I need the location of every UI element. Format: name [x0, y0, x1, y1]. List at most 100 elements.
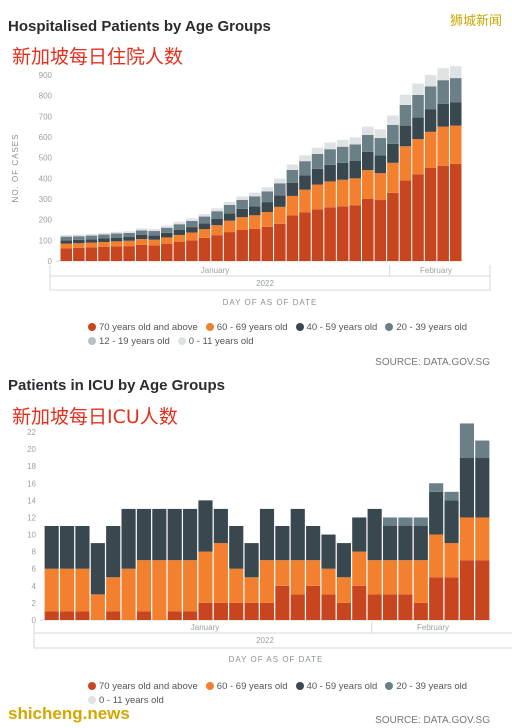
chart1-bar-segment [223, 220, 236, 233]
legend-dot-icon [295, 682, 304, 690]
chart1-bar-segment [186, 227, 198, 233]
chart1-bar-segment [286, 169, 299, 183]
chart2-bar-segment [367, 508, 382, 561]
chart1-source: SOURCE: DATA.GOV.SG [375, 357, 490, 368]
chart1-ytick-label: 900 [39, 71, 53, 80]
chart1-bar-segment [161, 225, 173, 228]
chart1-bar-segment [336, 139, 349, 147]
chart1-bar-segment [198, 216, 211, 224]
chart1-bar-segment [449, 125, 462, 164]
chart2-bar-segment [59, 568, 75, 612]
chart1-bar-segment [73, 247, 85, 261]
chart1-bar-segment [424, 168, 437, 261]
chart2-bar-segment [382, 517, 398, 526]
chart1-bar-segment [449, 163, 462, 261]
chart1-bar-segment [362, 126, 374, 135]
chart1-bar-segment [223, 204, 236, 214]
chart2-bar-segment [44, 568, 59, 612]
chart2-bar-segment [106, 526, 121, 578]
chart1-bar-segment [399, 125, 412, 147]
legend-dot-icon [385, 323, 394, 331]
chart2-source: SOURCE: DATA.GOV.SG [375, 715, 490, 726]
chart2-bar-segment [429, 483, 444, 492]
chart2-bar-segment [444, 491, 459, 501]
chart1-bar-segment [437, 126, 449, 166]
chart2-bar-segment [75, 526, 90, 569]
chart1-bar-segment [85, 242, 98, 248]
chart1-bar-segment [186, 240, 198, 261]
chart1-bar-segment [85, 235, 98, 240]
chart2-bar-segment [44, 526, 59, 569]
legend-item: 20 - 39 years old [385, 680, 467, 694]
chart1-bar-segment [248, 228, 261, 261]
chart2-bar-segment [121, 508, 136, 569]
chart2-subtitle: 新加坡每日ICU人数 [12, 406, 178, 428]
chart2-title: Patients in ICU by Age Groups [8, 377, 225, 394]
chart2-bar-segment [275, 526, 290, 561]
chart1-bar-segment [110, 231, 123, 234]
chart2-month-label: January [191, 623, 219, 632]
chart2-ytick-label: 18 [27, 462, 36, 471]
chart2-bar-segment [213, 602, 228, 620]
chart1-bar-segment [98, 246, 110, 261]
chart1-bar-segment [161, 243, 173, 261]
chart1-bar-segment [387, 115, 399, 125]
chart1-bar-segment [85, 239, 98, 243]
chart2-bar-segment [306, 585, 321, 620]
chart2-bar-segment [321, 568, 336, 595]
chart1-bar-segment [412, 139, 424, 175]
chart1-bar-segment [286, 182, 299, 196]
chart2-bar-segment [90, 594, 105, 620]
chart1-bar-segment [299, 189, 311, 213]
chart1-bar-segment [424, 131, 437, 168]
chart1-bar-segment [311, 184, 324, 210]
chart1-bar-segment [286, 164, 299, 170]
chart1-bar-segment [336, 146, 349, 163]
chart1-bar-segment [123, 240, 135, 247]
chart1-bar-segment [211, 235, 223, 261]
chart1-bar-segment [349, 144, 361, 161]
chart1-bar-segment [223, 201, 236, 205]
legend-item: 40 - 59 years old [295, 321, 377, 335]
legend-label: 0 - 11 years old [99, 695, 164, 706]
legend-item: 0 - 11 years old [177, 335, 254, 349]
chart1-bar-segment [374, 129, 387, 139]
chart2-bar-segment [367, 560, 382, 595]
legend-item: 40 - 59 years old [295, 680, 377, 694]
chart1-bar-segment [399, 180, 412, 261]
chart1-bar-segment [261, 191, 274, 203]
legend-label: 20 - 39 years old [396, 322, 468, 333]
chart2-bar-segment [352, 551, 367, 586]
chart1-bar-segment [424, 86, 437, 110]
chart2-date-axis-box [33, 622, 512, 649]
chart2-ytick-label: 2 [32, 599, 37, 608]
chart1-bar-segment [98, 234, 110, 239]
chart1-bar-segment [60, 234, 73, 237]
chart1-bar-segment [135, 239, 148, 245]
chart1-bar-segment [374, 138, 387, 156]
chart1-bar-segment [110, 241, 123, 247]
chart2-bar-segment [413, 560, 428, 603]
chart1-bar-segment [236, 196, 248, 200]
chart1-bar-segment [336, 162, 349, 180]
chart1-bar-segment [236, 230, 248, 261]
chart2-bar-segment [59, 526, 75, 569]
legend-dot-icon [295, 323, 304, 331]
chart1-bar-segment [449, 78, 462, 103]
chart2-ytick-label: 16 [27, 479, 36, 488]
chart1-month-label: January [201, 266, 229, 275]
chart2-bar-segment [382, 560, 398, 595]
chart1-bar-segment [261, 187, 274, 192]
chart1-bar-segment [135, 228, 148, 231]
chart1-bar-segment [374, 173, 387, 201]
chart2-bar-segment [290, 560, 305, 595]
chart1-bar-segment [110, 233, 123, 238]
chart2-year-label: 2022 [256, 636, 274, 645]
chart1-bar-segment [437, 103, 449, 127]
chart2-ytick-label: 0 [32, 616, 37, 625]
chart2-bar-segment [275, 560, 290, 586]
chart2-bar-segment [459, 457, 475, 518]
chart1-bar-segment [261, 212, 274, 227]
chart1-bar-segment [211, 225, 223, 236]
chart1-bar-segment [362, 151, 374, 171]
